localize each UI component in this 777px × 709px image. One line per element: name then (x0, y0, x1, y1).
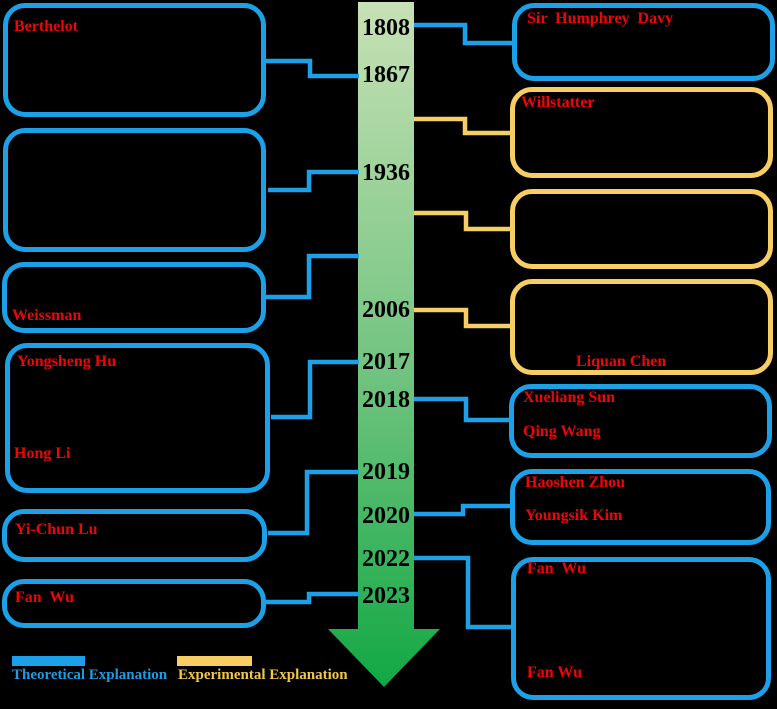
connector-1936-left (268, 169, 359, 193)
right-box-liquan (510, 279, 773, 375)
right-box-davy (512, 3, 775, 81)
name-humphrey-davy: Sir Humphrey Davy (527, 10, 674, 27)
right-box-haoshen (510, 469, 771, 545)
name-fan-wu-left: Fan Wu (15, 589, 74, 606)
name-hong-li: Hong Li (14, 445, 71, 462)
connector-2018-xueliang (414, 396, 510, 423)
connector-weissman (266, 253, 359, 300)
connector-2022-fanwu-right (414, 555, 512, 630)
left-box-fanwu (2, 579, 266, 628)
legend-label-theoretical: Theoretical Explanation (12, 667, 168, 683)
name-berthelot: Berthelot (14, 18, 78, 35)
name-yongsheng-hu: Yongsheng Hu (17, 353, 117, 370)
connector-1867-berthelot (265, 58, 359, 79)
date-2020: 2020 (362, 503, 410, 529)
date-1936: 1936 (362, 160, 410, 186)
name-yichun-lu: Yi-Chun Lu (15, 521, 98, 538)
left-box-1936 (3, 128, 266, 252)
date-2018: 2018 (362, 387, 410, 413)
left-box-weissman (2, 262, 266, 333)
date-2017: 2017 (362, 349, 410, 375)
legend-swatch-experimental (177, 656, 252, 666)
right-box-willstatter (510, 87, 773, 178)
name-weissman: Weissman (12, 307, 82, 324)
name-haoshen-zhou: Haoshen Zhou (525, 474, 626, 491)
connector-2020-haoshen (414, 503, 511, 517)
left-box-berthelot (3, 3, 266, 117)
date-2006: 2006 (362, 297, 410, 323)
date-1808: 1808 (362, 15, 410, 41)
connector-willstatter (414, 116, 511, 136)
connector-2006-liquan-chen (414, 307, 511, 329)
date-2023: 2023 (362, 583, 410, 609)
date-2022: 2022 (362, 546, 410, 572)
legend-label-experimental: Experimental Explanation (178, 667, 348, 683)
right-box-xueliang (509, 384, 772, 458)
connector-2023-fanwu-left (266, 591, 359, 605)
left-box-yichun (2, 509, 267, 562)
connector-2019-yichun (268, 469, 359, 536)
right-box-fanwu (511, 557, 771, 700)
left-box-yongsheng (5, 343, 270, 493)
connector-2017-yongsheng (271, 359, 359, 420)
connector-right-box3 (414, 210, 511, 232)
legend-swatch-theoretical (12, 656, 85, 666)
name-fan-wu-right-bottom: Fan Wu (527, 664, 582, 681)
name-fan-wu-right-top: Fan Wu (527, 560, 586, 577)
date-1867: 1867 (362, 62, 410, 88)
connector-1808-davy (414, 22, 513, 46)
name-willstatter: Willstatter (521, 94, 595, 111)
date-2019: 2019 (362, 459, 410, 485)
name-xueliang-sun: Xueliang Sun (523, 389, 616, 406)
name-liquan-chen: Liquan Chen (576, 353, 667, 370)
timeline-arrow-shape (328, 2, 440, 687)
name-qing-wang: Qing Wang (523, 423, 601, 440)
name-youngsik-kim: Youngsik Kim (525, 507, 623, 524)
right-box-3 (510, 189, 773, 269)
